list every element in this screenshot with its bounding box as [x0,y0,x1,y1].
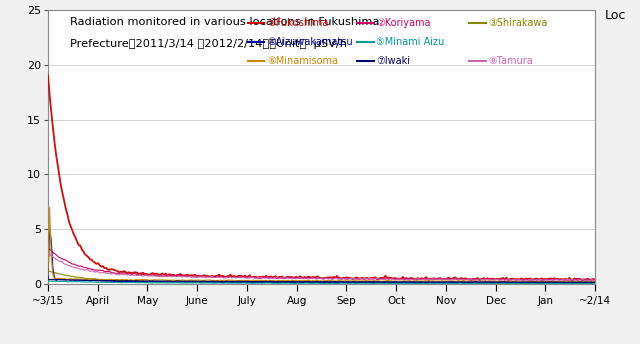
Text: Radiation monitored in various locations in Fukushima: Radiation monitored in various locations… [70,17,379,27]
Text: ⑤Minami Aizu: ⑤Minami Aizu [376,37,445,47]
Text: ②Koriyama: ②Koriyama [376,18,431,28]
Text: ⑦Iwaki: ⑦Iwaki [376,56,410,66]
Text: Loc: Loc [605,9,626,22]
Text: ⑧Tamura: ⑧Tamura [488,56,533,66]
Text: ③Shirakawa: ③Shirakawa [488,18,548,28]
Text: ①Fukushima: ①Fukushima [267,18,328,28]
Text: ④Aizuwakamatsu: ④Aizuwakamatsu [267,37,353,47]
Text: ⑥Minamisoma: ⑥Minamisoma [267,56,338,66]
Text: Prefecture（2011/3/14 ～2012/2/14）　Unit；  μSV/h: Prefecture（2011/3/14 ～2012/2/14） Unit； μ… [70,39,347,49]
